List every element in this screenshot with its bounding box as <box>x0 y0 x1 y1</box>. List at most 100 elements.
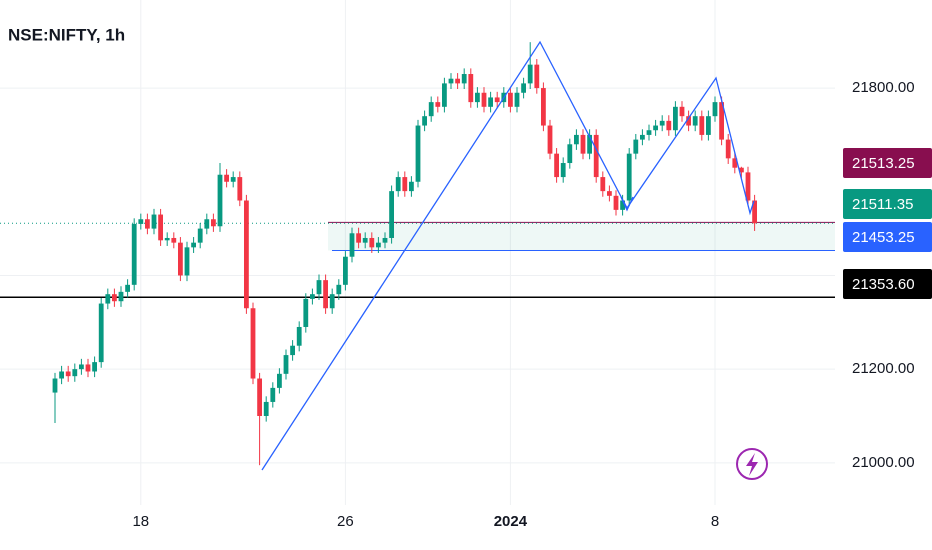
candle-body <box>686 116 691 126</box>
candle-body <box>125 284 130 292</box>
y-tick-label: 21000.00 <box>852 454 915 471</box>
price-label: 21513.25 <box>852 155 915 172</box>
x-tick-label: 26 <box>337 513 354 530</box>
candle-body <box>706 116 711 135</box>
x-tick-label: 18 <box>132 513 149 530</box>
candle-body <box>653 125 658 131</box>
candle-body <box>422 116 427 126</box>
candle-body <box>514 92 520 107</box>
candle-body <box>369 237 375 248</box>
candle-body <box>263 401 269 416</box>
price-label: 21353.60 <box>852 276 915 293</box>
candle-body <box>158 214 163 241</box>
chart-title: NSE:NIFTY, 1h <box>8 25 125 44</box>
candle-body <box>224 174 229 182</box>
zone <box>328 222 835 251</box>
candle-body <box>488 97 493 107</box>
candle-body <box>699 116 705 135</box>
candle-body <box>534 64 540 89</box>
candle-body <box>59 371 64 379</box>
candle-body <box>211 219 216 227</box>
price-label-box <box>843 189 932 219</box>
candle-body <box>98 303 104 363</box>
candle-body <box>356 233 361 243</box>
candle-body <box>131 223 137 285</box>
candle-body <box>237 177 243 201</box>
y-tick-label: 21800.00 <box>852 79 915 96</box>
candle-body <box>323 280 328 309</box>
candle-body <box>554 153 559 178</box>
candle-body <box>448 78 454 84</box>
candle-body <box>204 219 210 229</box>
candle-body <box>145 219 150 229</box>
candle-body <box>428 102 434 117</box>
candle-body <box>402 177 408 192</box>
candle-body <box>587 134 592 154</box>
candle-body <box>475 92 480 103</box>
candle-body <box>739 167 744 173</box>
candle-body <box>494 97 500 103</box>
candle-body <box>481 92 487 107</box>
candle-body <box>442 83 447 107</box>
candle-body <box>633 139 639 154</box>
candle-body <box>607 191 612 196</box>
candle-body <box>527 64 533 84</box>
candle-body <box>620 200 625 210</box>
candle-body <box>626 153 632 201</box>
candle-body <box>521 83 526 93</box>
candle-body <box>336 284 342 295</box>
y-tick-label: 21200.00 <box>852 360 915 377</box>
candle-body <box>395 177 401 192</box>
candle-body <box>191 242 196 248</box>
candle-body <box>593 134 599 178</box>
candle-body <box>310 294 315 299</box>
candle-body <box>376 242 381 248</box>
candle-body <box>547 125 553 154</box>
candle-body <box>659 120 665 126</box>
candle-body <box>752 200 757 224</box>
candle-body <box>244 200 249 309</box>
candle-body <box>303 298 309 327</box>
candle-body <box>646 130 652 135</box>
candle-body <box>217 174 223 227</box>
candle-body <box>270 387 276 402</box>
candle-body <box>164 237 170 241</box>
candle-body <box>692 116 698 126</box>
candle-body <box>508 92 513 107</box>
candle-body <box>277 373 282 388</box>
price-label-box <box>843 269 932 299</box>
price-label-box <box>843 222 932 252</box>
candle-body <box>329 294 335 309</box>
candle-body <box>574 134 579 145</box>
candle-body <box>171 237 177 243</box>
candle-body <box>600 177 606 192</box>
candle-body <box>461 74 467 84</box>
candle-body <box>296 326 302 346</box>
candle-body <box>389 191 394 238</box>
candle-body <box>92 362 97 372</box>
candle-body <box>65 371 71 377</box>
candle-body <box>230 177 236 182</box>
candle-body <box>415 125 421 182</box>
candle-body <box>719 102 724 140</box>
candle-body <box>567 144 573 164</box>
candle-body <box>666 120 672 131</box>
candle-body <box>138 219 144 224</box>
candle-body <box>745 172 751 201</box>
candle-body <box>673 106 678 131</box>
candle-body <box>455 78 460 84</box>
axis-layer: 21000.0021200.0021400.0021800.0018262024… <box>132 79 932 530</box>
candle-body <box>316 280 322 295</box>
candle-body <box>349 233 355 257</box>
plot-area <box>0 0 835 505</box>
candle-body <box>712 102 718 117</box>
candle-body <box>178 242 183 276</box>
price-label-box <box>843 148 932 178</box>
candle-body <box>613 195 619 210</box>
candle-body <box>732 158 738 168</box>
candle-body <box>435 102 441 107</box>
candle-body <box>468 74 474 103</box>
candle-body <box>725 139 731 159</box>
candle-body <box>290 345 295 356</box>
